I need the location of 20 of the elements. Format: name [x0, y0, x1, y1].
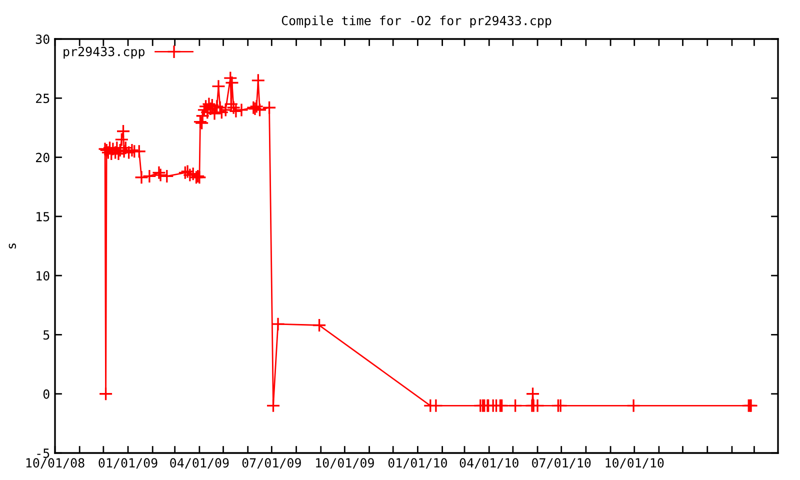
x-tick-label: 10/01/09	[316, 458, 374, 469]
x-tick-label: 04/01/09	[170, 458, 229, 469]
y-tick-label: 10	[36, 271, 50, 281]
y-tick-label: 30	[36, 34, 50, 44]
x-tick-label: 04/01/10	[460, 458, 518, 469]
legend-label: pr29433.cpp	[64, 46, 145, 59]
x-tick-label: 01/01/10	[388, 458, 447, 469]
y-tick-label: 5	[43, 330, 50, 340]
y-tick-label: 0	[43, 389, 50, 399]
x-tick-label: 10/01/10	[606, 458, 664, 469]
y-tick-label: 25	[36, 94, 50, 104]
chart-title: Compile time for -O2 for pr29433.cpp	[282, 16, 552, 28]
x-tick-label: 07/01/09	[242, 458, 301, 469]
y-tick-label: 20	[36, 152, 50, 162]
y-axis-title: s	[8, 243, 16, 248]
x-tick-label: 01/01/09	[98, 458, 158, 469]
x-tick-label: 10/01/08	[26, 458, 84, 469]
x-tick-label: 07/01/10	[532, 458, 591, 469]
y-tick-label: -5	[37, 448, 50, 458]
y-tick-label: 15	[36, 212, 50, 222]
